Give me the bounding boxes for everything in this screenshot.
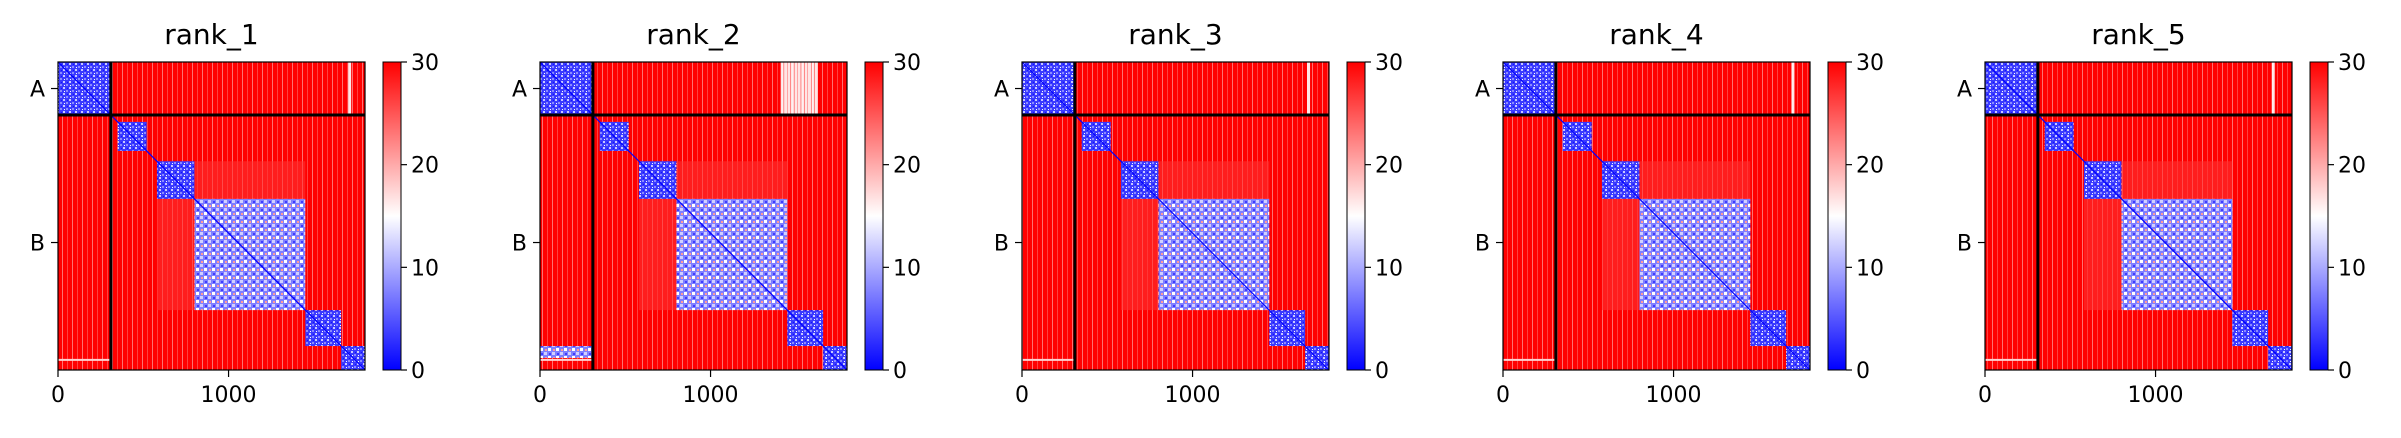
stripe-mark — [804, 62, 808, 116]
offdiag-block — [540, 346, 593, 358]
axes-frame — [539, 61, 848, 371]
axes-frame — [1984, 61, 2293, 371]
y-tick-label: A — [30, 78, 45, 103]
panel-title: rank_5 — [2091, 18, 2185, 51]
x-tick-label: 0 — [51, 383, 65, 408]
colorbar-tick-label: 30 — [1375, 51, 1403, 76]
colorbar-tick-label: 0 — [411, 359, 425, 384]
heatmap-panel-5: rank_5 0 1000 A B 0 10 20 30 — [1957, 18, 2366, 408]
y-tick-label: B — [1475, 232, 1490, 257]
stripe-mark — [807, 62, 811, 116]
axes-frame — [57, 61, 366, 371]
x-tick-label: 0 — [1978, 383, 1992, 408]
x-tick-label: 1000 — [1165, 383, 1221, 408]
panel-title: rank_3 — [1128, 18, 1222, 51]
heatmap-panel-1: rank_1 0 1000 A B 0 10 20 30 — [30, 18, 439, 408]
x-tick-label: 0 — [1496, 383, 1510, 408]
colorbar-tick-label: 20 — [2338, 154, 2366, 179]
stripe-mark — [787, 62, 791, 116]
x-tick-label: 1000 — [2128, 383, 2184, 408]
x-tick-label: 1000 — [1646, 383, 1702, 408]
colorbar-tick-label: 20 — [893, 154, 921, 179]
stripe-mark — [1985, 358, 2038, 361]
stripe-mark — [780, 62, 784, 116]
stripe-mark — [1791, 62, 1795, 116]
panel-title: rank_2 — [646, 18, 740, 51]
y-tick-label: B — [30, 232, 45, 257]
stripe-mark — [540, 358, 593, 361]
axes-frame — [1021, 61, 1330, 371]
y-tick-label: B — [1957, 232, 1972, 257]
stripe-mark — [58, 358, 111, 361]
diagonal-line — [539, 61, 848, 371]
diagonal-line — [1021, 61, 1330, 371]
colorbar-tick-label: 20 — [1375, 154, 1403, 179]
colorbar-tick-label: 10 — [2338, 256, 2366, 281]
colorbar-tick-label: 0 — [1375, 359, 1389, 384]
colorbar-tick-label: 10 — [1856, 256, 1884, 281]
diagonal-line — [1984, 61, 2293, 371]
colorbar-tick-label: 10 — [893, 256, 921, 281]
y-tick-label: A — [1475, 78, 1490, 103]
y-tick-label: B — [512, 232, 527, 257]
stripe-mark — [348, 62, 352, 116]
stripe-mark — [2271, 62, 2275, 116]
colorbar-tick-label: 0 — [1856, 359, 1870, 384]
stripe-mark — [1022, 358, 1075, 361]
colorbar-tick-label: 10 — [411, 256, 439, 281]
colorbar-tick-label: 30 — [2338, 51, 2366, 76]
stripe-mark — [794, 62, 798, 116]
stripe-mark — [1307, 62, 1311, 116]
colorbar-tick-label: 30 — [1856, 51, 1884, 76]
colorbar — [1827, 61, 1847, 371]
x-tick-label: 0 — [533, 383, 547, 408]
heatmap-panel-2: rank_2 0 1000 A B 0 10 20 30 — [512, 18, 921, 408]
axes-frame — [1502, 61, 1811, 371]
stripe-mark — [797, 62, 801, 116]
colorbar-tick-label: 30 — [893, 51, 921, 76]
colorbar-tick-label: 10 — [1375, 256, 1403, 281]
panel-title: rank_4 — [1609, 18, 1703, 51]
y-tick-label: A — [994, 78, 1009, 103]
stripe-mark — [811, 62, 815, 116]
colorbar-tick-label: 20 — [1856, 154, 1884, 179]
colorbar — [2309, 61, 2329, 371]
stripe-mark — [1503, 358, 1556, 361]
diagonal-line — [1502, 61, 1811, 371]
colorbar — [864, 61, 884, 371]
colorbar-tick-label: 0 — [893, 359, 907, 384]
panel-title: rank_1 — [164, 18, 258, 51]
y-tick-label: A — [512, 78, 527, 103]
stripe-mark — [814, 62, 818, 116]
x-tick-label: 1000 — [201, 383, 257, 408]
stripe-mark — [790, 62, 794, 116]
colorbar-tick-label: 0 — [2338, 359, 2352, 384]
x-tick-label: 0 — [1015, 383, 1029, 408]
diagonal-line — [57, 61, 366, 371]
stripe-mark — [801, 62, 805, 116]
y-tick-label: A — [1957, 78, 1972, 103]
y-tick-label: B — [994, 232, 1009, 257]
colorbar — [382, 61, 402, 371]
stripe-mark — [784, 62, 788, 116]
colorbar — [1346, 61, 1366, 371]
heatmap-panel-4: rank_4 0 1000 A B 0 10 20 30 — [1475, 18, 1884, 408]
heatmap-panel-3: rank_3 0 1000 A B 0 10 20 30 — [994, 18, 1403, 408]
colorbar-tick-label: 30 — [411, 51, 439, 76]
x-tick-label: 1000 — [683, 383, 739, 408]
colorbar-tick-label: 20 — [411, 154, 439, 179]
